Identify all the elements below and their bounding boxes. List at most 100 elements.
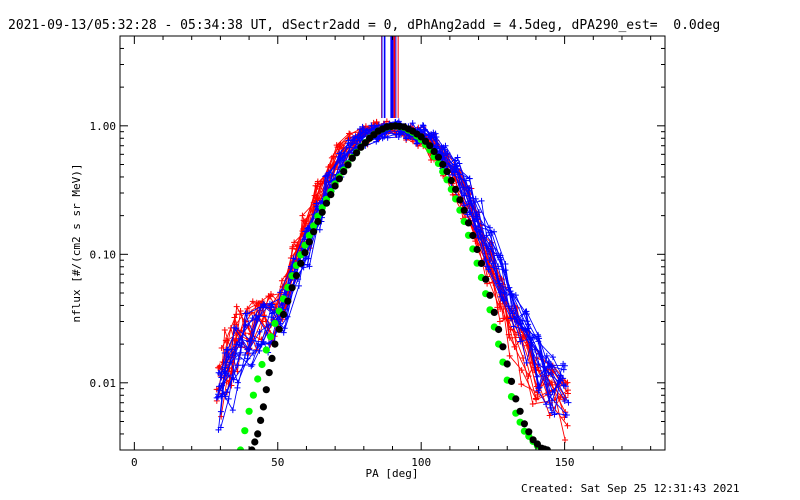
data-point-blue: [338, 150, 345, 157]
series-trace-red: [217, 122, 566, 441]
series-trace-red: [219, 124, 569, 394]
data-point-blue: [379, 135, 386, 142]
data-point-blue: [561, 397, 568, 404]
data-point-blue: [502, 267, 509, 274]
data-point-blue: [351, 137, 358, 144]
series-trace-red: [217, 121, 566, 413]
data-point-red: [278, 277, 285, 284]
data-point-blue: [560, 382, 567, 389]
fit-point-black: [348, 154, 356, 162]
data-point-blue: [225, 395, 232, 402]
data-point-blue: [486, 224, 493, 231]
fit-point-black: [262, 386, 270, 394]
data-point-blue: [217, 424, 224, 431]
data-point-blue: [228, 346, 235, 353]
data-point-red: [520, 354, 527, 361]
data-point-red: [312, 182, 319, 189]
series-trace-blue: [218, 124, 569, 412]
data-point-red: [533, 396, 540, 403]
fit-point-black: [490, 308, 498, 316]
fit-point-black: [512, 395, 520, 403]
data-point-blue: [234, 384, 241, 391]
data-point-blue: [466, 175, 473, 182]
fit-point-black: [421, 137, 430, 145]
fit-point-black: [271, 340, 279, 348]
data-point-blue: [517, 338, 524, 345]
fit-point-black: [340, 168, 348, 176]
data-point-blue: [242, 351, 249, 358]
data-point-blue: [413, 140, 420, 147]
data-point-red: [299, 212, 306, 219]
data-point-blue: [232, 350, 239, 357]
data-point-blue: [221, 364, 228, 371]
data-point-red: [291, 239, 298, 246]
data-point-red: [564, 379, 571, 386]
data-point-blue: [222, 370, 229, 377]
data-point-blue: [478, 197, 485, 204]
fit-point-black: [477, 259, 485, 267]
data-point-blue: [295, 282, 302, 289]
data-point-blue: [454, 154, 461, 161]
data-point-blue: [224, 346, 231, 353]
data-point-red: [267, 290, 274, 297]
fit-point-black: [248, 446, 256, 450]
fit-point-black: [486, 291, 494, 299]
data-point-blue: [393, 132, 400, 139]
data-point-blue: [536, 335, 543, 342]
data-point-blue: [324, 175, 331, 182]
data-point-blue: [547, 362, 554, 369]
data-point-blue: [491, 228, 498, 235]
data-point-red: [506, 352, 513, 359]
data-point-red: [221, 326, 228, 333]
data-point-blue: [244, 355, 251, 362]
data-point-blue: [256, 347, 263, 354]
data-point-blue: [495, 278, 502, 285]
data-point-red: [233, 303, 240, 310]
fit-point-black: [279, 310, 288, 319]
data-point-blue: [256, 328, 263, 335]
fit-point-black: [259, 403, 267, 411]
data-point-red: [313, 195, 320, 202]
fit-point-black: [322, 199, 331, 207]
data-point-blue: [342, 152, 349, 159]
fit-point-black: [417, 133, 425, 141]
fit-point-black: [310, 228, 318, 236]
data-point-blue: [260, 301, 267, 308]
fit-point-black: [297, 259, 305, 267]
data-point-blue: [268, 314, 275, 321]
data-point-blue: [359, 123, 366, 130]
data-point-red: [347, 131, 354, 138]
data-point-blue: [507, 315, 514, 322]
data-point-blue: [565, 399, 572, 406]
fit-point-black: [434, 153, 442, 161]
data-point-blue: [451, 169, 458, 176]
data-point-blue: [502, 261, 509, 268]
data-point-blue: [471, 217, 478, 224]
data-point-blue: [242, 310, 249, 317]
fit-point-black: [361, 139, 369, 147]
data-point-red: [529, 400, 536, 407]
data-point-blue: [535, 387, 542, 394]
data-point-blue: [229, 407, 236, 414]
data-point-blue: [551, 411, 558, 418]
fit-point-green: [249, 391, 257, 399]
data-point-blue: [281, 325, 288, 332]
data-point-blue: [357, 131, 364, 138]
data-point-blue: [419, 122, 426, 129]
fit-point-black: [251, 438, 259, 446]
data-point-blue: [430, 134, 437, 141]
fit-point-green: [271, 319, 279, 327]
fit-point-black: [503, 360, 511, 368]
data-point-blue: [543, 401, 550, 408]
fit-point-black: [344, 161, 352, 169]
data-point-blue: [217, 371, 224, 378]
data-point-red: [328, 154, 335, 161]
data-point-blue: [510, 323, 517, 330]
data-point-blue: [280, 329, 287, 336]
y-tick-label: 1.00: [90, 120, 117, 133]
data-point-blue: [432, 130, 439, 137]
data-point-blue: [562, 412, 569, 419]
data-point-red: [253, 299, 260, 306]
fit-point-black: [301, 249, 309, 257]
